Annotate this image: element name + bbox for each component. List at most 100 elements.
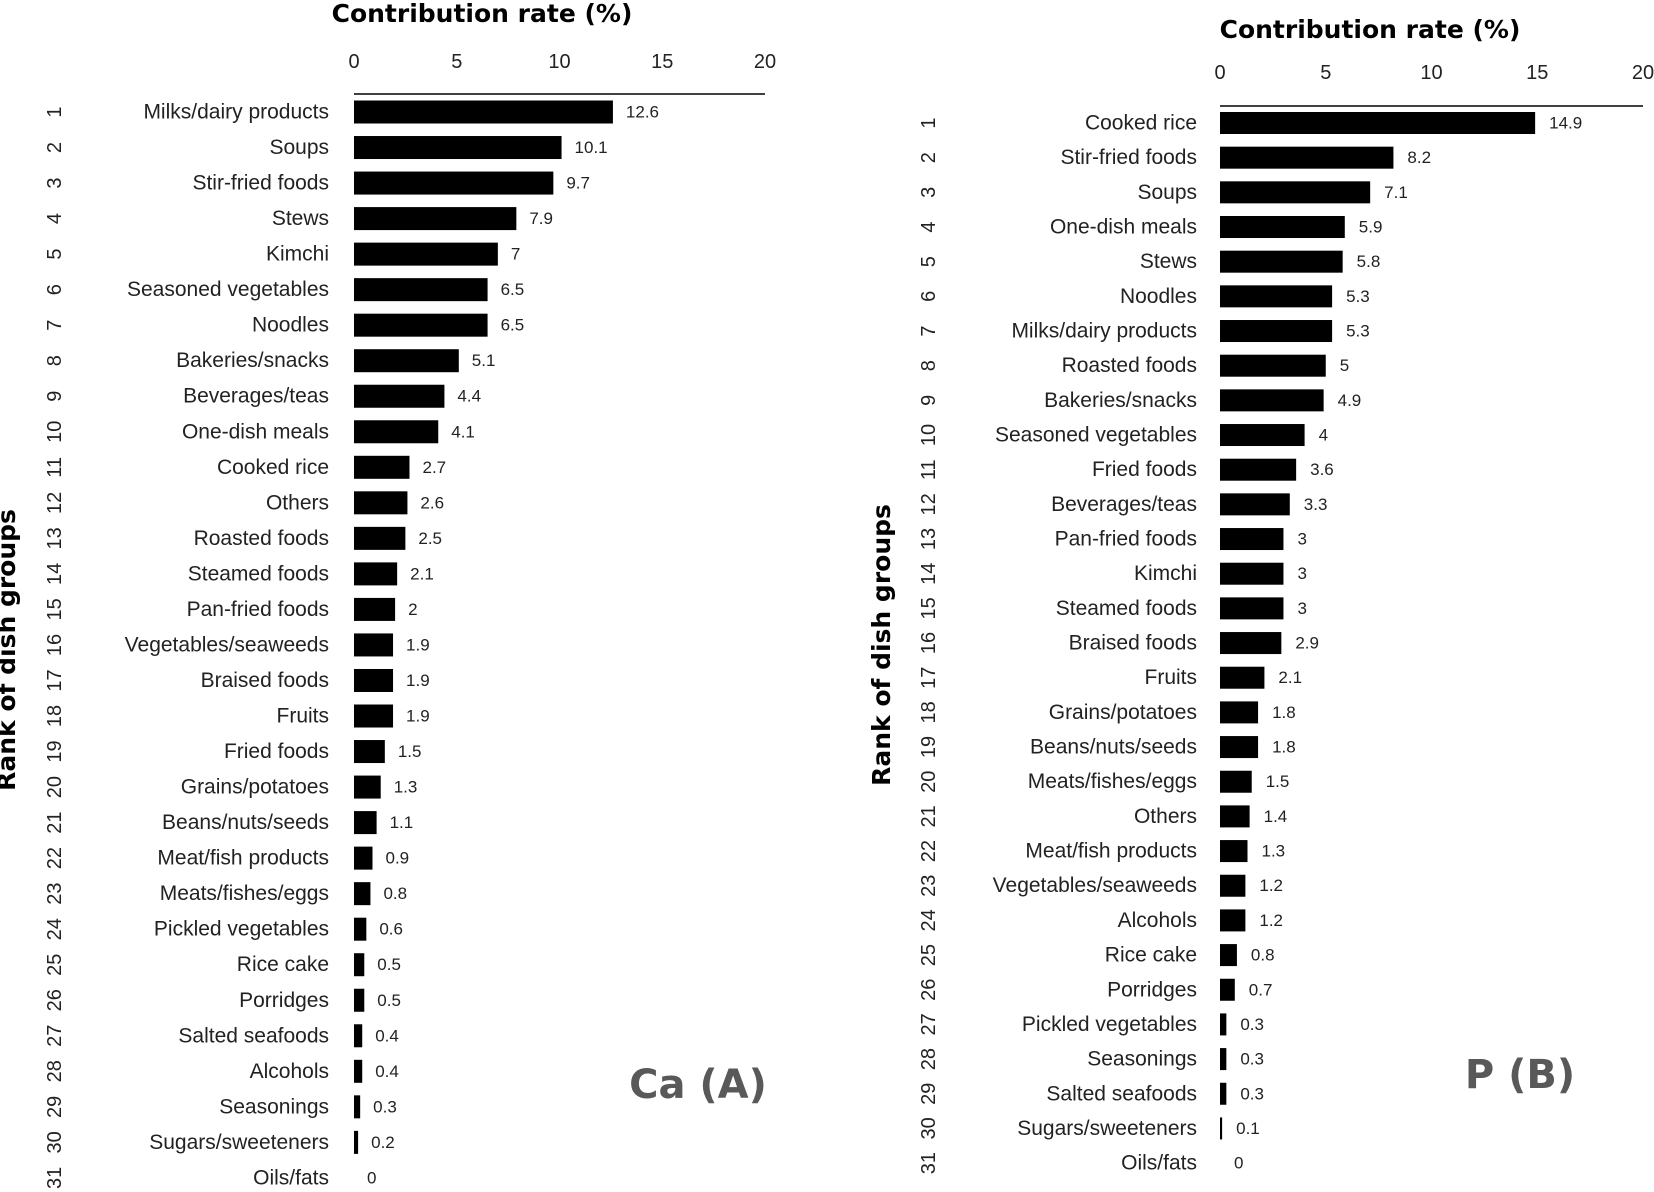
rank-label: 2 — [918, 152, 940, 163]
category-label: Roasted foods — [194, 527, 329, 550]
data-label: 0.3 — [1240, 1050, 1264, 1069]
category-label: Noodles — [252, 314, 329, 337]
category-label: Fried foods — [1092, 458, 1197, 481]
data-label: 1.9 — [406, 707, 430, 726]
rank-label: 21 — [44, 811, 66, 833]
rank-label: 7 — [44, 320, 66, 331]
bar — [354, 668, 394, 692]
category-label: Grains/potatoes — [181, 776, 329, 799]
bar — [1220, 250, 1343, 273]
data-label: 4.4 — [457, 387, 481, 406]
category-label: Pickled vegetables — [1022, 1013, 1197, 1036]
bar — [354, 1095, 361, 1119]
data-label: 1.1 — [390, 813, 414, 832]
rank-label: 17 — [918, 667, 940, 689]
rank-label: 1 — [44, 106, 66, 117]
category-label: Others — [1134, 805, 1197, 828]
data-label: 1.9 — [406, 635, 430, 654]
bar — [354, 136, 562, 160]
category-label: Stews — [272, 207, 329, 230]
x-axis-title: Contribution rate (%) — [1220, 15, 1521, 44]
bar — [1220, 1048, 1227, 1071]
data-label: 5.3 — [1346, 287, 1370, 306]
data-label: 4.1 — [451, 422, 475, 441]
rank-label: 22 — [918, 840, 940, 862]
rank-label: 22 — [44, 847, 66, 869]
category-label: Kimchi — [266, 243, 329, 266]
rank-label: 28 — [918, 1048, 940, 1070]
bar — [354, 207, 517, 231]
data-label: 1.9 — [406, 671, 430, 690]
bar — [354, 1024, 363, 1048]
x-tick-label: 10 — [548, 51, 570, 73]
bar — [1220, 701, 1259, 724]
data-label: 3.3 — [1304, 495, 1328, 514]
x-tick-label: 5 — [451, 51, 462, 73]
bar — [354, 597, 396, 621]
bar — [1220, 1082, 1227, 1105]
category-label: Oils/fats — [1121, 1152, 1197, 1175]
data-label: 9.7 — [566, 174, 590, 193]
data-label: 7.1 — [1384, 183, 1408, 202]
data-label: 0.5 — [377, 991, 401, 1010]
rank-label: 19 — [918, 736, 940, 758]
x-tick-label: 0 — [1214, 62, 1225, 84]
bar — [354, 100, 613, 124]
bar — [1220, 389, 1324, 412]
rank-label: 29 — [918, 1083, 940, 1105]
data-label: 2.1 — [1278, 668, 1302, 687]
rank-label: 3 — [918, 187, 940, 198]
bar — [1220, 181, 1371, 204]
bar — [354, 846, 373, 870]
category-label: Roasted foods — [1062, 354, 1197, 377]
category-label: Oils/fats — [253, 1166, 329, 1189]
category-label: Stews — [1140, 250, 1197, 273]
rank-label: 14 — [44, 563, 66, 585]
category-label: Pickled vegetables — [154, 918, 329, 941]
data-label: 2.1 — [410, 564, 434, 583]
data-label: 3 — [1297, 599, 1306, 618]
category-label: Salted seafoods — [178, 1024, 329, 1047]
data-label: 6.5 — [501, 316, 525, 335]
bar — [1220, 216, 1345, 239]
rank-label: 20 — [918, 771, 940, 793]
rank-label: 5 — [918, 256, 940, 267]
category-label: Fried foods — [224, 740, 329, 763]
rank-label: 23 — [44, 883, 66, 905]
rank-label: 15 — [44, 598, 66, 620]
bar — [354, 171, 554, 195]
bar — [1220, 528, 1284, 551]
bar — [354, 953, 365, 977]
x-tick-label: 20 — [1632, 62, 1654, 84]
bar — [354, 740, 385, 764]
bar — [1220, 736, 1259, 759]
bar — [354, 242, 498, 266]
category-label: Soups — [1137, 181, 1197, 204]
category-label: Seasoned vegetables — [995, 424, 1197, 447]
category-label: Bakeries/snacks — [1044, 389, 1197, 412]
rank-label: 25 — [918, 944, 940, 966]
rank-label: 7 — [918, 325, 940, 336]
rank-label: 26 — [44, 989, 66, 1011]
bar — [354, 384, 445, 408]
category-label: Milks/dairy products — [143, 101, 329, 124]
rank-label: 10 — [44, 421, 66, 443]
category-label: Cooked rice — [1085, 112, 1197, 135]
bar — [354, 526, 406, 550]
category-label: Vegetables/seaweeds — [993, 874, 1197, 897]
category-label: Braised foods — [1069, 632, 1197, 655]
category-label: Meat/fish products — [157, 847, 329, 870]
rank-label: 8 — [918, 360, 940, 371]
data-label: 0 — [1234, 1154, 1243, 1173]
data-label: 1.3 — [394, 778, 418, 797]
bar — [354, 882, 371, 906]
rank-label: 17 — [44, 669, 66, 691]
data-label: 1.4 — [1264, 807, 1288, 826]
data-label: 1.2 — [1259, 876, 1283, 895]
category-label: Alcohols — [1118, 909, 1197, 932]
rank-label: 3 — [44, 177, 66, 188]
category-label: Meat/fish products — [1025, 840, 1197, 863]
category-label: Alcohols — [250, 1060, 329, 1083]
